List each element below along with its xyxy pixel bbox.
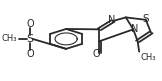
Text: N: N: [108, 15, 115, 25]
Text: O: O: [93, 49, 100, 59]
Text: S: S: [27, 34, 34, 44]
Text: CH₃: CH₃: [141, 53, 156, 62]
Text: O: O: [26, 49, 34, 59]
Text: O: O: [26, 19, 34, 29]
Text: CH₃: CH₃: [1, 34, 17, 43]
Text: S: S: [143, 14, 149, 24]
Text: N: N: [131, 24, 138, 34]
